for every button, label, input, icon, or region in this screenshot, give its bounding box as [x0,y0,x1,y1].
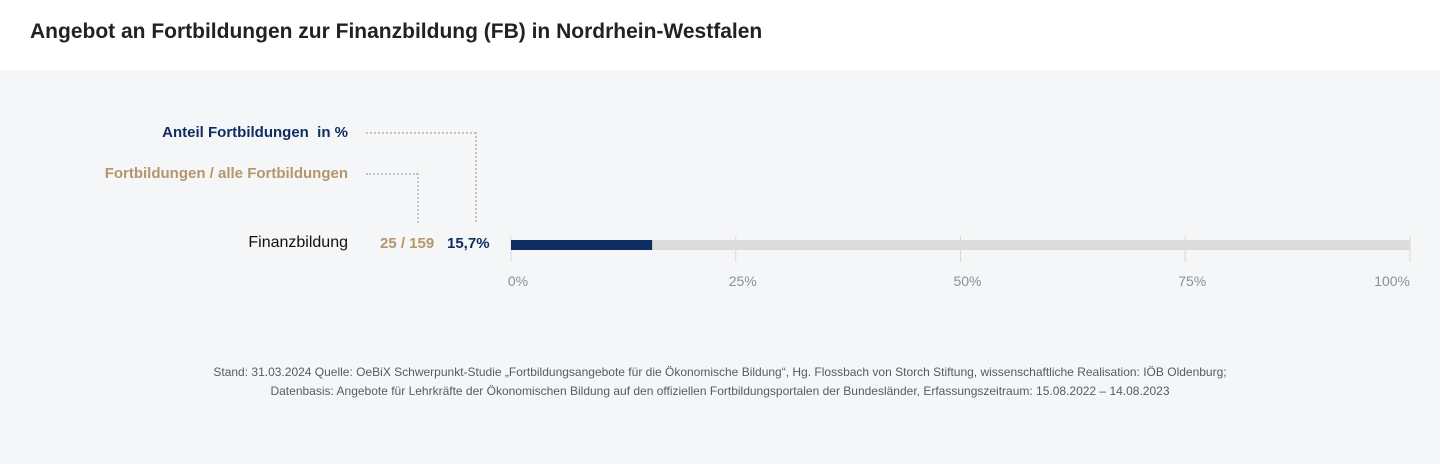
footnote-database: Datenbasis: Angebote für Lehrkräfte der … [270,384,1170,398]
x-tick-label-0: 0% [508,273,528,289]
count-data-label: 25 / 159 [380,235,435,252]
legend-count-leader-vertical [417,173,419,223]
x-tick-label-1: 25% [729,273,757,289]
x-tick-label-3: 75% [1178,273,1206,289]
percent-data-label: 15,7% [447,235,490,252]
footnote: Stand: 31.03.2024 Quelle: OeBiX Schwerpu… [0,363,1440,401]
footnote-source: Stand: 31.03.2024 Quelle: OeBiX Schwerpu… [213,365,1227,379]
legend-count-leader-horizontal [366,173,418,175]
bar-0 [511,240,653,250]
chart-title: Angebot an Fortbildungen zur Finanzbildu… [30,20,763,43]
category-label: Finanzbildung [248,234,348,251]
legend-percent-leader-horizontal [366,132,476,134]
x-tick-label-2: 50% [953,273,981,289]
legend-percent-leader-vertical [475,132,477,222]
legend-count-label: Fortbildungen / alle Fortbildungen [104,165,348,182]
bar-track [511,240,1410,250]
header-bar: Angebot an Fortbildungen zur Finanzbildu… [0,0,1440,70]
x-tick-label-4: 100% [1374,273,1410,289]
legend-percent-label: Anteil Fortbildungen in % [162,124,348,141]
